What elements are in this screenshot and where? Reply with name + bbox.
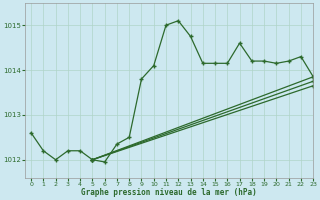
X-axis label: Graphe pression niveau de la mer (hPa): Graphe pression niveau de la mer (hPa) [81,188,257,197]
